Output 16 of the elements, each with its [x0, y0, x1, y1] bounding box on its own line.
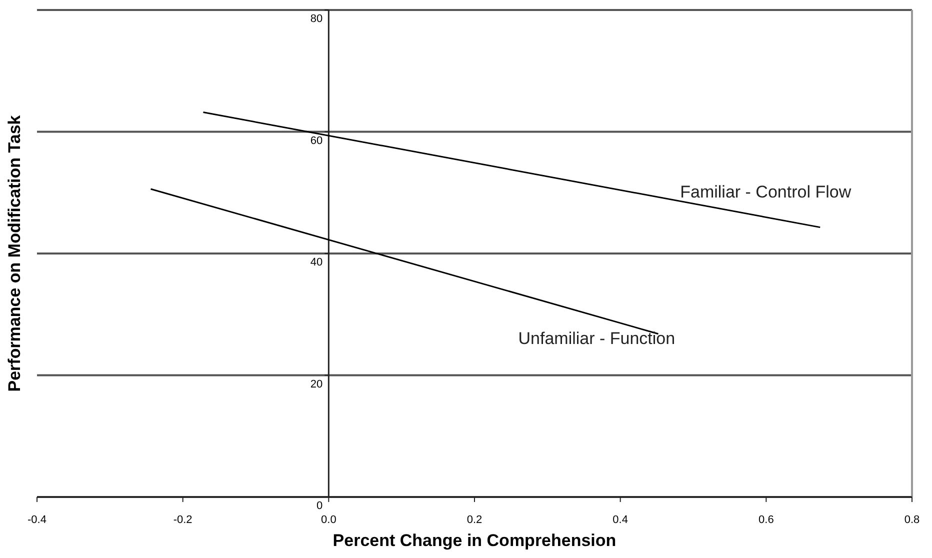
x-tick-label: 0.2	[466, 514, 482, 526]
series-label: Familiar - Control Flow	[680, 182, 852, 202]
x-tick-label: -0.2	[173, 514, 192, 526]
x-tick-label: 0.8	[904, 514, 920, 526]
x-tick-label: 0.0	[321, 514, 336, 526]
y-tick-label: 0	[316, 500, 323, 512]
x-tick-label: -0.4	[28, 514, 46, 526]
y-axis-title: Performance on Modification Task	[5, 114, 24, 392]
y-tick-label: 80	[310, 13, 323, 25]
y-tick-label: 40	[310, 256, 323, 268]
x-tick-label: 0.6	[758, 514, 774, 526]
y-tick-label: 60	[310, 134, 323, 147]
x-tick-label: 0.4	[612, 514, 628, 526]
series-label: Unfamiliar - Function	[518, 328, 676, 348]
y-tick-label: 20	[310, 378, 323, 390]
x-axis-title: Percent Change in Comprehension	[332, 531, 616, 550]
